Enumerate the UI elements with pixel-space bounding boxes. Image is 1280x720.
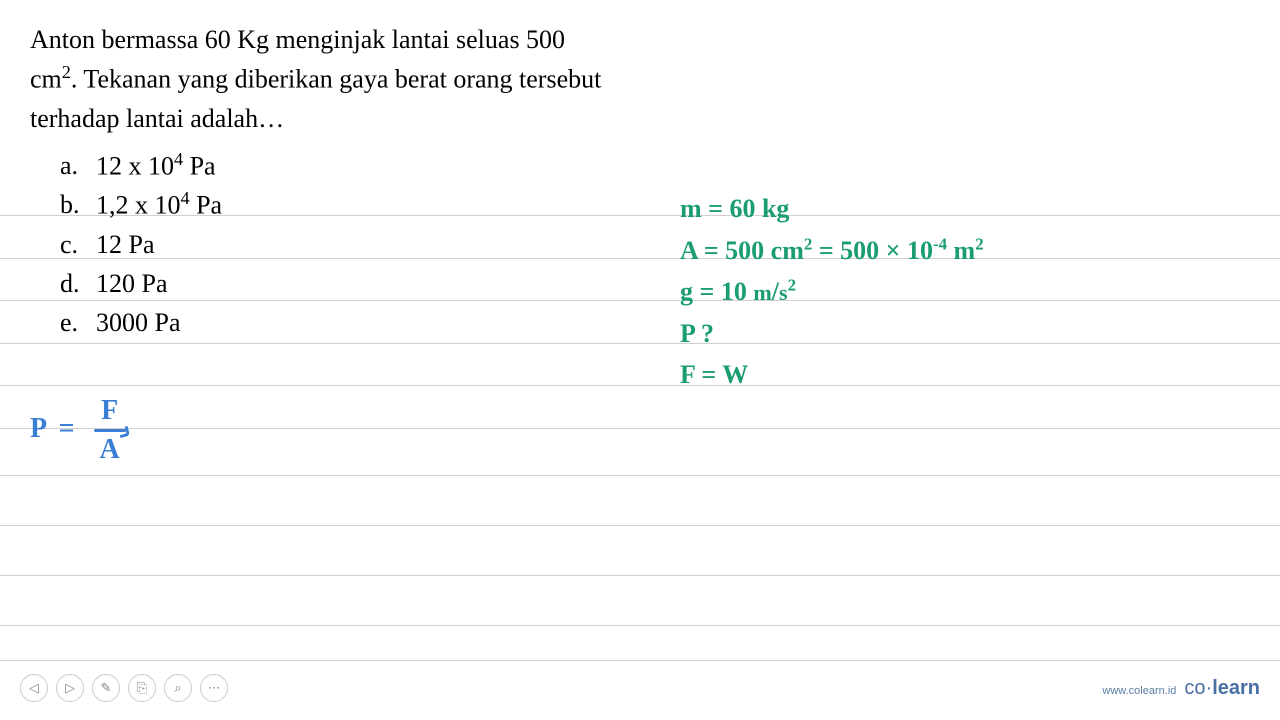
options-list: a. 12 x 104 Pa b. 1,2 x 104 Pa c. 12 Pa …: [60, 146, 1250, 342]
option-b: b. 1,2 x 104 Pa: [60, 185, 1250, 225]
hw-fraction-bar: [94, 429, 126, 432]
content-area: Anton bermassa 60 Kg menginjak lantai se…: [0, 0, 1280, 362]
prev-button[interactable]: ◁: [20, 674, 48, 702]
handwriting-formula: P = F A: [30, 395, 126, 466]
question-line2-post: . Tekanan yang diberikan gaya berat oran…: [71, 65, 602, 94]
option-letter: b.: [60, 185, 84, 225]
question-line3: terhadap lantai adalah…: [30, 104, 284, 133]
zoom-button[interactable]: ⌕: [164, 674, 192, 702]
next-button[interactable]: ▷: [56, 674, 84, 702]
player-controls: ◁ ▷ ✎ ⎘ ⌕ ⋯: [20, 674, 228, 702]
hw-p-symbol: P: [30, 413, 46, 444]
hw-mass: m = 60 kg: [680, 188, 984, 230]
option-a: a. 12 x 104 Pa: [60, 146, 1250, 186]
option-letter: c.: [60, 225, 84, 264]
bottom-toolbar: ◁ ▷ ✎ ⎘ ⌕ ⋯ www.colearn.id co·learn: [0, 668, 1280, 708]
brand-url: www.colearn.id: [1102, 685, 1176, 697]
option-text: 12 Pa: [96, 225, 155, 264]
hw-numerator: F: [95, 395, 124, 429]
option-text: 120 Pa: [96, 264, 168, 303]
question-line2-sup: 2: [62, 62, 71, 82]
option-c: c. 12 Pa: [60, 225, 1250, 264]
option-e: e. 3000 Pa: [60, 303, 1250, 342]
hw-area: A = 500 cm2 = 500 × 10-4 m2: [680, 230, 984, 272]
more-button[interactable]: ⋯: [200, 674, 228, 702]
hw-fraction: F A: [94, 395, 126, 466]
copy-button[interactable]: ⎘: [128, 674, 156, 702]
hw-equals: =: [59, 413, 75, 444]
option-letter: e.: [60, 303, 84, 342]
hw-force-weight: F = W: [680, 354, 984, 396]
question-text: Anton bermassa 60 Kg menginjak lantai se…: [30, 20, 630, 138]
handwriting-given-values: m = 60 kg A = 500 cm2 = 500 × 10-4 m2 g …: [680, 188, 984, 396]
brand-area: www.colearn.id co·learn: [1102, 677, 1260, 700]
hw-gravity: g = 10 m/s2: [680, 271, 984, 313]
question-line2-pre: cm: [30, 65, 62, 94]
option-letter: d.: [60, 264, 84, 303]
brand-logo: co·learn: [1184, 677, 1260, 700]
option-letter: a.: [60, 146, 84, 186]
question-line1: Anton bermassa 60 Kg menginjak lantai se…: [30, 25, 565, 54]
option-text: 3000 Pa: [96, 303, 181, 342]
option-text: 1,2 x 104 Pa: [96, 185, 222, 225]
pen-button[interactable]: ✎: [92, 674, 120, 702]
hw-pressure-unknown: P ?: [680, 313, 984, 355]
option-text: 12 x 104 Pa: [96, 146, 216, 186]
option-d: d. 120 Pa: [60, 264, 1250, 303]
